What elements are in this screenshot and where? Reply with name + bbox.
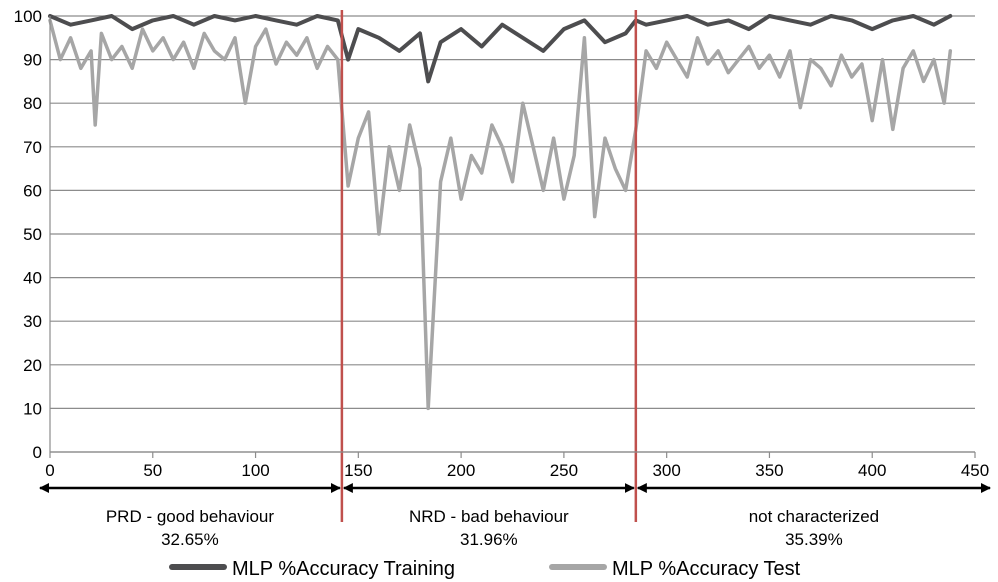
legend: MLP %Accuracy Training MLP %Accuracy Test <box>169 558 801 580</box>
y-tick-label: 0 <box>33 443 42 462</box>
series-line-training <box>48 14 953 84</box>
gridlines <box>50 15 975 453</box>
region-percent: 35.39% <box>785 530 843 549</box>
x-tick-label: 100 <box>241 461 269 480</box>
x-tick-label: 50 <box>143 461 162 480</box>
y-tick-label: 20 <box>23 356 42 375</box>
x-tick-label: 450 <box>961 461 989 480</box>
x-tick-label: 150 <box>344 461 372 480</box>
region-percent: 32.65% <box>161 530 219 549</box>
y-tick-label: 70 <box>23 138 42 157</box>
axes: 0 10 20 30 40 50 60 70 80 90 100 0 50 100 150 200 250 300… <box>14 7 990 480</box>
y-tick-label: 30 <box>23 312 42 331</box>
x-tick-label: 400 <box>858 461 886 480</box>
x-tick-label: 350 <box>755 461 783 480</box>
y-tick-label: 90 <box>23 51 42 70</box>
legend-label-training: MLP %Accuracy Training <box>232 558 455 580</box>
region-percent: 31.96% <box>460 530 518 549</box>
region-label: not characterized <box>749 507 879 526</box>
x-tick-label: 300 <box>652 461 680 480</box>
region-label: PRD - good behaviour <box>106 507 275 526</box>
series-line-test <box>48 18 953 411</box>
y-tick-label: 60 <box>23 181 42 200</box>
x-tick-label: 250 <box>550 461 578 480</box>
x-tick-label: 0 <box>45 461 54 480</box>
y-tick-label: 50 <box>23 225 42 244</box>
region-dividers <box>340 10 638 522</box>
y-tick-label: 80 <box>23 94 42 113</box>
y-tick-label: 10 <box>23 399 42 418</box>
series-lines <box>48 14 953 411</box>
region-label: NRD - bad behaviour <box>409 507 569 526</box>
region-annotations: PRD - good behaviour 32.65% NRD - bad beha… <box>39 483 991 549</box>
x-tick-label: 200 <box>447 461 475 480</box>
y-tick-label: 40 <box>23 269 42 288</box>
legend-label-test: MLP %Accuracy Test <box>612 558 801 580</box>
y-tick-label: 100 <box>14 7 42 26</box>
